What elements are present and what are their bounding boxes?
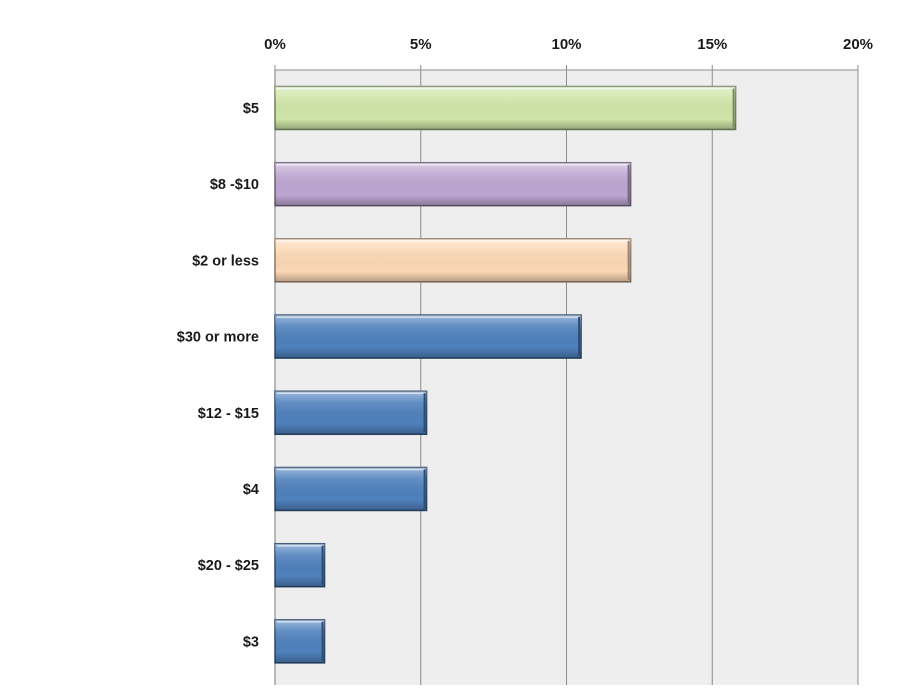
category-label: $5 [243, 101, 259, 117]
category-labels: $5 $8 -$10 $2 or less $30 or more $12 - $15 $… [177, 101, 259, 650]
category-label: $30 or more [177, 330, 259, 346]
bar [274, 542, 326, 588]
bar [274, 619, 326, 664]
bar [274, 238, 632, 283]
bar-bevel [275, 238, 631, 282]
category-label: $4 [243, 482, 259, 498]
category-label: $20 - $25 [198, 558, 259, 574]
x-tick-label: 5% [410, 36, 432, 53]
category-label: $2 or less [192, 253, 259, 269]
bar-bevel [275, 543, 325, 587]
bar [274, 314, 582, 359]
bar-bevel [275, 467, 427, 511]
x-axis-ticks: 0% 5% 10% 15% 20% [264, 36, 873, 53]
bar-bevel [275, 315, 582, 359]
bar [274, 85, 737, 131]
category-label: $8 -$10 [210, 177, 259, 193]
category-label: $3 [243, 634, 259, 650]
bar [274, 161, 632, 207]
bars [274, 85, 737, 664]
x-tick-label: 20% [843, 36, 873, 53]
bar [274, 466, 428, 512]
bar-bevel [275, 162, 631, 206]
bar-bevel [275, 619, 325, 663]
x-tick-label: 10% [551, 36, 581, 53]
category-label: $12 - $15 [198, 406, 259, 422]
bar [274, 390, 428, 436]
x-tick-label: 15% [697, 36, 727, 53]
bar-bevel [275, 86, 736, 130]
bar-bevel [275, 391, 427, 435]
x-tick-label: 0% [264, 36, 286, 53]
